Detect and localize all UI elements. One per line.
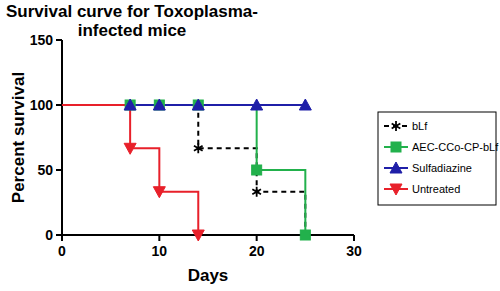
y-tick-label: 150 (30, 32, 54, 48)
legend-label: bLf (412, 120, 428, 132)
plot-area (62, 99, 311, 241)
marker (252, 165, 262, 175)
marker (251, 99, 263, 110)
marker (194, 143, 203, 153)
legend-label: AEC-CCo-CP-bLf (412, 141, 499, 153)
x-tick (158, 235, 160, 241)
marker (125, 100, 135, 110)
x-tick-label: 10 (152, 243, 168, 259)
marker (124, 143, 136, 154)
marker (192, 99, 204, 110)
x-tick (353, 235, 355, 241)
x-tick-label: 0 (58, 243, 66, 259)
y-tick (56, 39, 62, 41)
y-axis-label: Percent survival (9, 72, 28, 203)
x-tick (61, 235, 63, 241)
legend-marker (390, 184, 402, 195)
legend-box (378, 112, 496, 205)
legend-label: Sulfadiazine (412, 162, 472, 174)
series-line (62, 105, 305, 235)
marker (300, 230, 310, 240)
marker (301, 230, 310, 240)
x-tick-label: 30 (346, 243, 362, 259)
marker (153, 187, 165, 198)
x-tick-label: 20 (249, 243, 265, 259)
series-line (62, 105, 198, 235)
series-line (62, 105, 305, 235)
y-tick-label: 0 (45, 227, 53, 243)
title-line: infected mice (78, 21, 187, 40)
marker (154, 100, 164, 110)
y-tick-label: 50 (37, 162, 53, 178)
chart: Survival curve for Toxoplasma-infected m… (0, 0, 500, 291)
y-axis (61, 40, 63, 235)
y-tick (56, 104, 62, 106)
marker (153, 99, 165, 110)
legend-label: Untreated (412, 183, 460, 195)
legend-marker (390, 162, 402, 173)
legend-marker (392, 121, 401, 131)
marker (124, 99, 136, 110)
y-tick (56, 169, 62, 171)
x-tick (256, 235, 258, 241)
legend: bLf AEC-CCo-CP-bLf Sulfadiazine Untreated (378, 112, 499, 205)
legend-marker (391, 142, 401, 152)
y-tick-label: 100 (30, 97, 54, 113)
x-axis-label: Days (188, 266, 229, 285)
marker (192, 230, 204, 241)
marker (193, 100, 203, 110)
title-line: Survival curve for Toxoplasma- (6, 2, 258, 21)
marker (252, 187, 261, 197)
marker (299, 99, 311, 110)
